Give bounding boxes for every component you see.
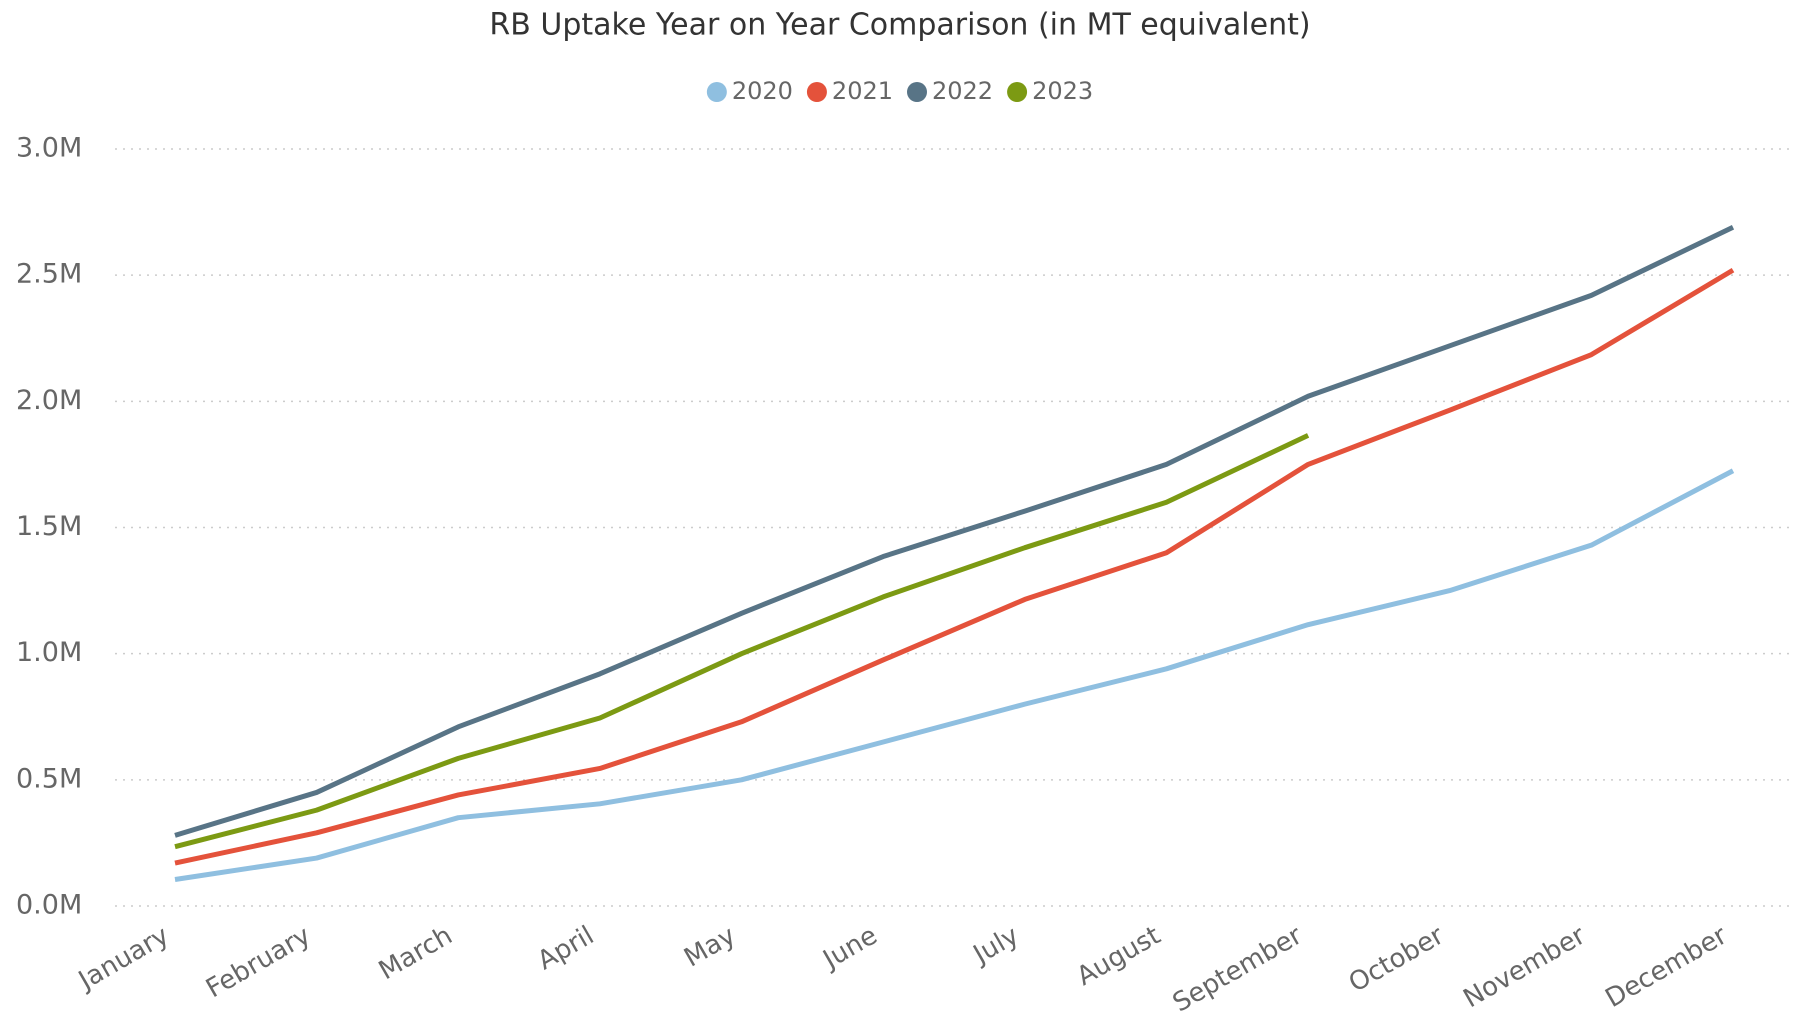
series-line: [174, 468, 1735, 882]
x-tick-label: August: [1072, 921, 1166, 992]
x-tick-label: March: [374, 921, 458, 987]
y-tick-label: 2.5M: [16, 259, 82, 290]
x-tick-label: December: [1600, 920, 1732, 1014]
series-line: [174, 267, 1735, 866]
y-tick-label: 2.0M: [16, 385, 82, 416]
y-tick-label: 1.0M: [16, 637, 82, 668]
y-tick-label: 3.0M: [16, 133, 82, 164]
x-tick-label: June: [817, 921, 883, 976]
legend-label: 2021: [832, 77, 893, 105]
x-tick-label: November: [1458, 920, 1590, 1014]
legend-marker: [806, 82, 827, 102]
x-tick-label: January: [72, 921, 174, 997]
series-line: [174, 224, 1735, 838]
y-tick-label: 1.5M: [16, 511, 82, 542]
x-tick-label: February: [201, 921, 316, 1005]
legend: 2020 2021 2022 2023: [706, 77, 1093, 105]
x-tick-label: April: [533, 921, 599, 977]
chart-title: RB Uptake Year on Year Comparison (in MT…: [489, 8, 1310, 43]
legend-marker: [907, 82, 927, 102]
x-tick-label: October: [1344, 920, 1449, 998]
x-tick-label: July: [967, 921, 1024, 971]
legend-label: 2023: [1032, 77, 1093, 105]
y-tick-label: 0.5M: [16, 763, 82, 794]
x-tick-label: May: [679, 921, 741, 974]
y-tick-label: 0.0M: [16, 890, 82, 921]
legend-marker: [706, 82, 727, 102]
legend-label: 2022: [932, 77, 993, 105]
x-tick-label: September: [1168, 920, 1308, 1018]
series-line: [174, 433, 1310, 850]
legend-label: 2020: [732, 77, 793, 105]
legend-marker: [1007, 82, 1028, 102]
